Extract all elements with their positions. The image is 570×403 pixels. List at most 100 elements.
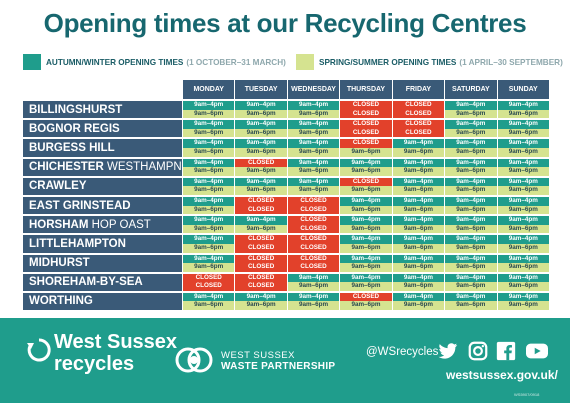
spring-hours-cell: 9am–6pm [391, 224, 445, 234]
closed-cell: CLOSED [391, 118, 445, 129]
spring-hours-cell: 9am–6pm [234, 109, 287, 119]
autumn-hours-cell: 9am–4pm [286, 290, 340, 302]
autumn-hours-cell: 9am–4pm [391, 252, 445, 264]
autumn-hours-cell: 9am–4pm [286, 175, 340, 187]
autumn-hours-cell: 9am–4pm [444, 99, 497, 110]
website-link[interactable]: westsussex.gov.uk/ [446, 368, 558, 382]
spring-hours-cell: 9am–6pm [182, 224, 235, 234]
table-row: CLOSED CLOSED 9am–6pm 9am–6pm 9am–6pm 9am–6pm… [23, 282, 549, 291]
table-row: BOGNOR REGIS 9am–4pm 9am–4pm 9am–4pm CLOSED C… [23, 118, 549, 138]
spring-hours-cell: 9am–6pm [444, 167, 497, 176]
spring-hours-cell: 9am–6pm [234, 147, 287, 157]
centre-name: BOGNOR REGIS [23, 118, 182, 138]
spring-hours-cell: 9am–6pm [391, 205, 445, 215]
spring-hours-cell: 9am–6pm [444, 263, 497, 272]
autumn-hours-cell: 9am–4pm [182, 233, 235, 244]
autumn-hours-cell: 9am–4pm [444, 271, 497, 283]
youtube-icon[interactable] [524, 340, 550, 362]
spring-hours-cell: 9am–6pm [339, 167, 392, 176]
autumn-hours-cell: 9am–4pm [286, 156, 340, 168]
logo-line-1: West Sussex [54, 331, 178, 353]
spring-hours-cell: 9am–6pm [339, 224, 392, 234]
spring-hours-cell: 9am–6pm [444, 128, 497, 138]
centre-name: CHICHESTER WESTHAMPNETT [23, 156, 182, 176]
closed-cell: CLOSED [286, 214, 340, 225]
spring-hours-cell: 9am–6pm [444, 301, 497, 311]
spring-hours-cell: 9am–6pm [391, 301, 445, 311]
autumn-hours-cell: 9am–4pm [182, 137, 235, 148]
closed-cell: CLOSED [339, 128, 392, 138]
closed-cell: CLOSED [286, 252, 340, 264]
table-row: 9am–6pm 9am–6pm 9am–6pm 9am–6pm 9am–6pm 9am–6… [23, 167, 549, 176]
table-row: EAST GRINSTEAD 9am–4pm CLOSED CLOSED 9am–4pm… [23, 194, 549, 215]
table-row: 9am–6pm 9am–6pm 9am–6pm 9am–6pm 9am–6pm 9am–6… [23, 301, 549, 311]
legend-spring-label: SPRING/SUMMER OPENING TIMES [319, 57, 457, 67]
spring-hours-cell: 9am–6pm [339, 186, 392, 195]
autumn-hours-cell: 9am–4pm [339, 252, 392, 264]
centre-name-main: CRAWLEY [29, 180, 87, 193]
autumn-hours-cell: 9am–4pm [496, 194, 549, 206]
autumn-hours-cell: 9am–4pm [339, 233, 392, 244]
table-row: MIDHURST 9am–4pm CLOSED CLOSED 9am–4pm 9am–4p… [23, 252, 549, 272]
centre-name-main: BILLINGSHURST [29, 103, 123, 116]
closed-cell: CLOSED [182, 282, 235, 291]
closed-cell: CLOSED [234, 194, 287, 206]
autumn-hours-cell: 9am–4pm [391, 156, 445, 168]
spring-hours-cell: 9am–6pm [234, 167, 287, 176]
autumn-hours-cell: 9am–4pm [444, 252, 497, 264]
autumn-hours-cell: 9am–4pm [234, 175, 287, 187]
autumn-hours-cell: 9am–4pm [496, 271, 549, 283]
spring-hours-cell: 9am–6pm [339, 263, 392, 272]
centre-name: HORSHAM HOP OAST [23, 214, 182, 234]
autumn-hours-cell: 9am–4pm [234, 214, 287, 225]
footer-bar [0, 318, 570, 403]
autumn-hours-cell: 9am–4pm [496, 252, 549, 264]
table-row: 9am–6pm 9am–6pm 9am–6pm CLOSED CLOSED 9am–6pm… [23, 109, 549, 119]
spring-hours-cell: 9am–6pm [496, 147, 549, 157]
instagram-icon[interactable] [467, 340, 489, 362]
centre-name: SHOREHAM-BY-SEA [23, 271, 182, 291]
autumn-hours-cell: 9am–4pm [444, 290, 497, 302]
autumn-hours-cell: 9am–4pm [391, 290, 445, 302]
day-header-row: MONDAY TUESDAY WEDNESDAY THURSDAY FRIDAY… [23, 80, 549, 99]
autumn-hours-cell: 9am–4pm [496, 233, 549, 244]
social-handle[interactable]: @WSrecycles [366, 346, 439, 358]
closed-cell: CLOSED [234, 271, 287, 283]
spring-hours-cell: 9am–6pm [496, 224, 549, 234]
spring-hours-cell: 9am–6pm [182, 205, 235, 215]
spring-hours-cell: 9am–6pm [234, 128, 287, 138]
autumn-hours-cell: 9am–4pm [444, 194, 497, 206]
autumn-hours-cell: 9am–4pm [286, 99, 340, 110]
table-row: BILLINGSHURST 9am–4pm 9am–4pm 9am–4pm CLOSED… [23, 99, 549, 119]
autumn-hours-cell: 9am–4pm [182, 290, 235, 302]
spring-hours-cell: 9am–6pm [496, 205, 549, 215]
closed-cell: CLOSED [234, 156, 287, 168]
legend-autumn-range: (1 OCTOBER–31 MARCH) [186, 57, 286, 67]
spring-hours-cell: 9am–6pm [496, 301, 549, 311]
day-header: TUESDAY [234, 80, 287, 99]
centre-name: EAST GRINSTEAD [23, 194, 182, 215]
legend-spring: SPRING/SUMMER OPENING TIMES (1 APRIL–30 … [296, 54, 563, 70]
autumn-hours-cell: 9am–4pm [391, 214, 445, 225]
table-row: CRAWLEY 9am–4pm 9am–4pm 9am–4pm CLOSED 9am–4p… [23, 175, 549, 195]
spring-swatch [296, 54, 314, 70]
centre-name: BURGESS HILL [23, 137, 182, 157]
autumn-hours-cell: 9am–4pm [496, 290, 549, 302]
closed-cell: CLOSED [234, 263, 287, 272]
twitter-icon[interactable] [437, 340, 459, 362]
centre-name: MIDHURST [23, 252, 182, 272]
closed-cell: CLOSED [182, 271, 235, 283]
table-row: BURGESS HILL 9am–4pm 9am–4pm 9am–4pm CLOSED 9… [23, 137, 549, 157]
closed-cell: CLOSED [339, 109, 392, 119]
closed-cell: CLOSED [339, 118, 392, 129]
closed-cell: CLOSED [234, 233, 287, 244]
spring-hours-cell: 9am–6pm [286, 109, 340, 119]
spring-hours-cell: 9am–6pm [182, 128, 235, 138]
spring-hours-cell: 9am–6pm [286, 147, 340, 157]
header-blank [23, 80, 182, 99]
opening-times-table: MONDAY TUESDAY WEDNESDAY THURSDAY FRIDAY… [23, 80, 549, 311]
spring-hours-cell: 9am–6pm [286, 282, 340, 291]
facebook-icon[interactable] [495, 340, 517, 362]
centre-name-main: BOGNOR REGIS [29, 122, 120, 135]
centre-name-main: BURGESS HILL [29, 141, 115, 154]
